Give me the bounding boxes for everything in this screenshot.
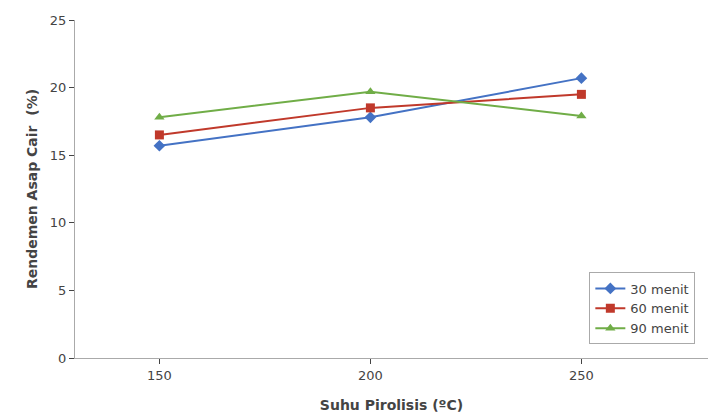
svg-text:Suhu Pirolisis (ºC): Suhu Pirolisis (ºC) (320, 397, 463, 413)
svg-text:5: 5 (58, 283, 66, 298)
svg-text:30 menit: 30 menit (630, 282, 688, 297)
svg-text:Rendemen Asap Cair (%): Rendemen Asap Cair (%) (24, 89, 40, 289)
svg-text:0: 0 (58, 351, 66, 366)
svg-text:250: 250 (569, 368, 594, 383)
svg-text:20: 20 (50, 80, 67, 95)
svg-text:150: 150 (147, 368, 172, 383)
svg-text:200: 200 (358, 368, 383, 383)
svg-text:25: 25 (50, 13, 67, 28)
svg-text:10: 10 (50, 215, 67, 230)
svg-text:15: 15 (50, 148, 67, 163)
svg-text:90 menit: 90 menit (630, 321, 688, 336)
svg-text:60 menit: 60 menit (630, 301, 688, 316)
